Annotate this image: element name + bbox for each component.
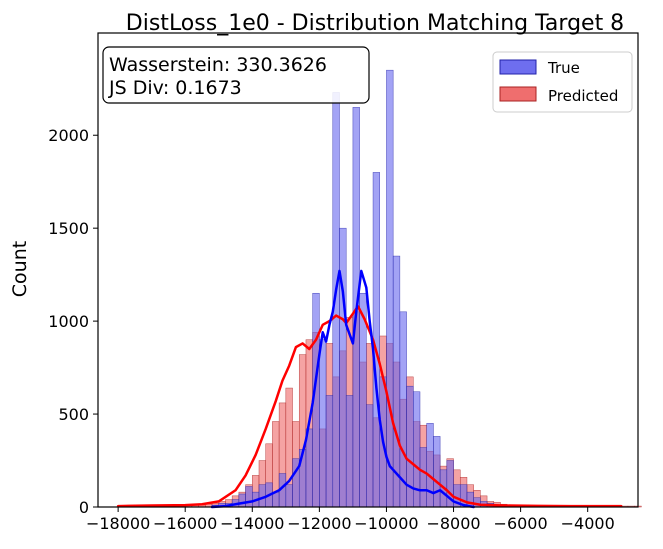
y-tick-label: 2000 xyxy=(48,126,89,145)
chart-title: DistLoss_1e0 - Distribution Matching Tar… xyxy=(126,11,624,36)
true-bar xyxy=(419,447,427,508)
stats-annotation: Wasserstein: 330.3626 JS Div: 0.1673 xyxy=(102,46,370,104)
js-div-text: JS Div: 0.1673 xyxy=(108,77,242,99)
y-axis-label: Count xyxy=(9,241,31,297)
x-tick-label: −12000 xyxy=(287,514,351,533)
true-bar xyxy=(433,436,441,508)
true-bar xyxy=(426,423,434,508)
x-tick-label: −16000 xyxy=(153,514,217,533)
y-axis-ticks: 0 500 1000 1500 2000 xyxy=(48,126,98,517)
true-bar xyxy=(345,395,354,508)
true-bar xyxy=(359,292,367,508)
x-tick-label: −14000 xyxy=(220,514,284,533)
x-tick-label: −10000 xyxy=(354,514,418,533)
legend-predicted-swatch xyxy=(499,86,537,102)
legend-true-swatch xyxy=(499,59,537,75)
plot-area xyxy=(116,69,642,509)
true-bar xyxy=(366,404,374,508)
legend-predicted-label: Predicted xyxy=(548,87,618,105)
x-tick-label: −18000 xyxy=(86,514,150,533)
x-tick-label: −8000 xyxy=(426,514,480,533)
true-bar xyxy=(245,486,253,508)
true-bar xyxy=(285,484,293,508)
legend-true-label: True xyxy=(547,59,580,77)
predicted-kde-line xyxy=(116,305,623,508)
true-bar xyxy=(339,227,347,508)
true-bar xyxy=(386,69,394,508)
y-tick-label: 1500 xyxy=(48,219,89,238)
y-tick-label: 0 xyxy=(79,498,89,517)
true-bar xyxy=(238,493,246,508)
plot-frame xyxy=(97,32,639,508)
y-tick-label: 500 xyxy=(58,405,89,424)
y-tick-label: 1000 xyxy=(48,312,89,331)
legend: True Predicted xyxy=(492,51,633,113)
x-axis-ticks: −18000 −16000 −14000 −12000 −10000 −8000 −6000… xyxy=(86,507,615,533)
stats-box-frame xyxy=(102,46,370,104)
wasserstein-text: Wasserstein: 330.3626 xyxy=(109,54,327,76)
x-tick-label: −6000 xyxy=(494,514,548,533)
x-tick-label: −4000 xyxy=(561,514,615,533)
true-bar xyxy=(325,395,334,508)
true-bar xyxy=(319,339,327,508)
kde-curves xyxy=(116,269,623,509)
true-bars xyxy=(211,69,501,508)
true-kde-line xyxy=(210,269,475,509)
